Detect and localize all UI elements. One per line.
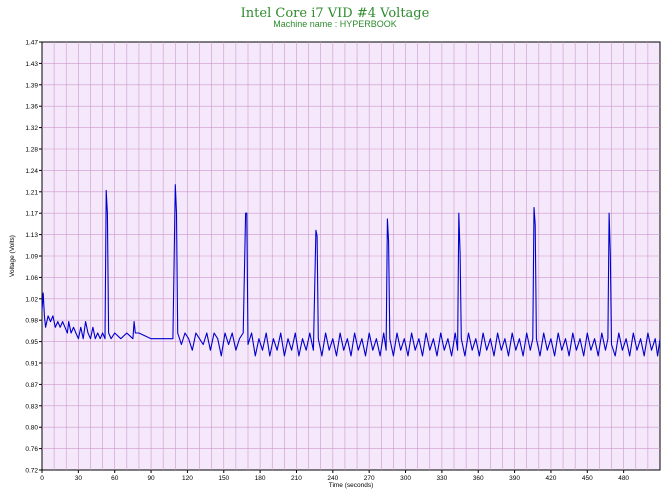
x-tick-label: 120: [182, 475, 193, 482]
y-tick-label: 1.17: [25, 211, 38, 218]
y-tick-label: 0.87: [25, 382, 38, 389]
y-tick-label: 1.21: [25, 189, 38, 196]
y-tick-label: 0.91: [25, 361, 38, 368]
y-tick-label: 1.09: [25, 254, 38, 261]
y-tick-label: 1.13: [25, 232, 38, 239]
y-tick-label: 0.98: [25, 318, 38, 325]
x-tick-label: 420: [546, 475, 557, 482]
x-tick-label: 270: [364, 475, 375, 482]
x-tick-label: 30: [75, 475, 83, 482]
y-tick-label: 0.76: [25, 446, 38, 453]
x-tick-label: 390: [509, 475, 520, 482]
y-tick-label: 0.80: [25, 425, 38, 432]
y-tick-label: 1.28: [25, 147, 38, 154]
x-tick-label: 210: [291, 475, 302, 482]
y-tick-label: 1.06: [25, 275, 38, 282]
x-tick-label: 360: [473, 475, 484, 482]
x-tick-label: 180: [255, 475, 266, 482]
x-tick-label: 150: [218, 475, 229, 482]
x-tick-label: 90: [147, 475, 155, 482]
x-tick-label: 0: [40, 475, 44, 482]
y-tick-label: 0.72: [25, 468, 38, 475]
x-tick-label: 240: [327, 475, 338, 482]
y-tick-label: 1.36: [25, 104, 38, 111]
y-tick-label: 0.83: [25, 403, 38, 410]
x-tick-label: 300: [400, 475, 411, 482]
y-tick-label: 1.39: [25, 82, 38, 89]
x-tick-label: 450: [582, 475, 593, 482]
y-tick-label: 1.47: [25, 40, 38, 47]
x-axis-label: Time (seconds): [329, 482, 374, 489]
chart-subtitle: Machine name : HYPERBOOK: [273, 19, 397, 29]
voltage-series-line: [41, 184, 661, 357]
y-tick-label: 1.43: [25, 61, 38, 68]
y-axis-label: Voltage (Volts): [9, 235, 16, 277]
y-tick-label: 0.95: [25, 339, 38, 346]
x-tick-label: 480: [618, 475, 629, 482]
x-tick-label: 330: [436, 475, 447, 482]
y-tick-label: 1.24: [25, 168, 38, 175]
x-tick-label: 60: [111, 475, 119, 482]
y-tick-label: 1.32: [25, 125, 38, 132]
y-tick-label: 1.02: [25, 296, 38, 303]
chart-title: Intel Core i7 VID #4 Voltage: [240, 6, 430, 21]
